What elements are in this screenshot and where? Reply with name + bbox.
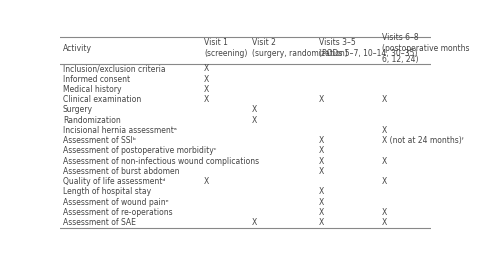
Text: Assessment of SSIᵇ: Assessment of SSIᵇ [63, 136, 136, 145]
Text: X: X [204, 85, 209, 94]
Text: Assessment of wound painᵉ: Assessment of wound painᵉ [63, 198, 169, 206]
Text: Surgery: Surgery [63, 105, 93, 114]
Text: X: X [319, 136, 324, 145]
Text: X: X [382, 157, 388, 166]
Text: X: X [252, 218, 257, 227]
Text: X: X [382, 208, 388, 217]
Text: X: X [382, 177, 388, 186]
Text: Medical history: Medical history [63, 85, 121, 94]
Text: X: X [204, 95, 209, 104]
Text: X: X [204, 64, 209, 73]
Text: X: X [319, 187, 324, 196]
Text: X: X [204, 177, 209, 186]
Text: X: X [319, 218, 324, 227]
Text: Assessment of SAE: Assessment of SAE [63, 218, 136, 227]
Text: Activity: Activity [63, 44, 92, 53]
Text: Assessment of non-infectious wound complications: Assessment of non-infectious wound compl… [63, 157, 259, 166]
Text: X: X [319, 198, 324, 206]
Text: Clinical examination: Clinical examination [63, 95, 141, 104]
Text: X: X [382, 126, 388, 135]
Text: X: X [382, 95, 388, 104]
Text: Incisional hernia assessmentᵃ: Incisional hernia assessmentᵃ [63, 126, 177, 135]
Text: Informed consent: Informed consent [63, 75, 130, 84]
Text: X: X [319, 146, 324, 155]
Text: Assessment of re-operations: Assessment of re-operations [63, 208, 172, 217]
Text: Randomization: Randomization [63, 116, 121, 125]
Text: Visit 2
(surgery, randomization): Visit 2 (surgery, randomization) [252, 38, 348, 58]
Text: X: X [319, 208, 324, 217]
Text: X: X [252, 105, 257, 114]
Text: X: X [204, 75, 209, 84]
Text: Assessment of postoperative morbidityᶜ: Assessment of postoperative morbidityᶜ [63, 146, 217, 155]
Text: X (not at 24 months)ᶠ: X (not at 24 months)ᶠ [382, 136, 464, 145]
Text: X: X [382, 218, 388, 227]
Text: X: X [319, 95, 324, 104]
Text: Visit 1
(screening): Visit 1 (screening) [204, 38, 247, 58]
Text: X: X [319, 157, 324, 166]
Text: X: X [319, 167, 324, 176]
Text: Visits 6–8
(postoperative months
6, 12, 24): Visits 6–8 (postoperative months 6, 12, … [382, 33, 469, 64]
Text: X: X [252, 116, 257, 125]
Text: Inclusion/exclusion criteria: Inclusion/exclusion criteria [63, 64, 165, 73]
Text: Length of hospital stay: Length of hospital stay [63, 187, 151, 196]
Text: Quality of life assessmentᵈ: Quality of life assessmentᵈ [63, 177, 165, 186]
Text: Assessment of burst abdomen: Assessment of burst abdomen [63, 167, 179, 176]
Text: Visits 3–5
(PODs 5–7, 10–14, 30–35): Visits 3–5 (PODs 5–7, 10–14, 30–35) [319, 38, 417, 58]
